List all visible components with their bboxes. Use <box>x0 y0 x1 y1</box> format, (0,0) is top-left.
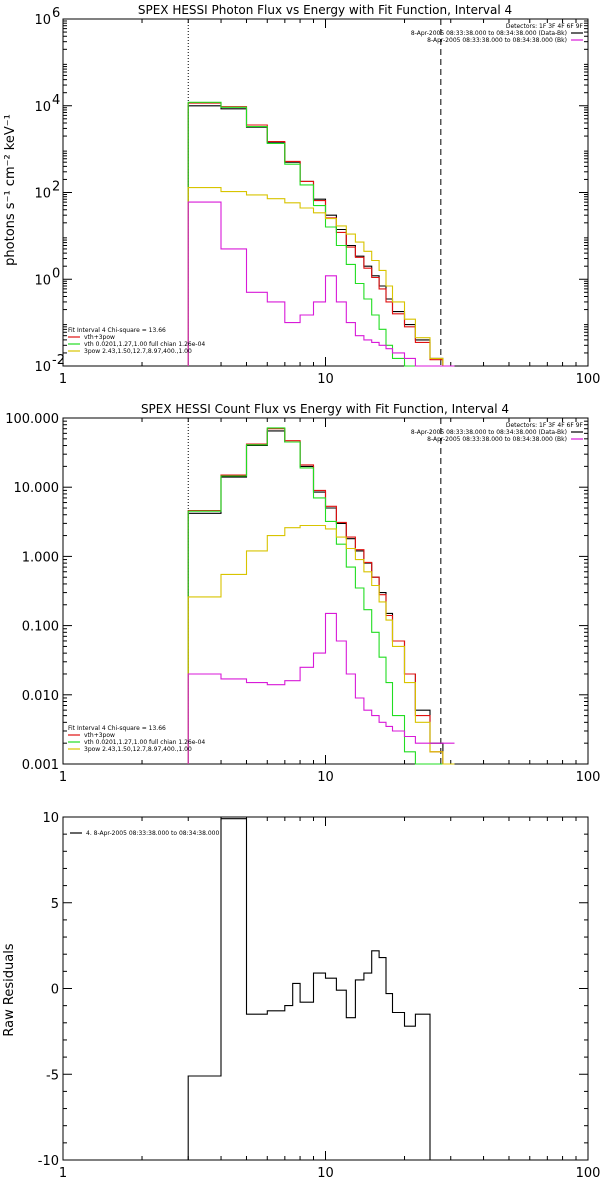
y-tick-exponent: 0 <box>52 266 60 281</box>
x-tick-label: 10 <box>317 1166 334 1181</box>
y-tick-label: 10.000 <box>14 481 60 496</box>
x-tick-label: 10 <box>317 770 334 785</box>
y-tick-label: 10 <box>34 273 51 288</box>
y-tick-exponent: 6 <box>52 6 60 21</box>
count-plot-frame <box>62 417 589 765</box>
y-tick-label: -10 <box>38 1154 59 1169</box>
x-tick-label: 10 <box>317 372 334 387</box>
y-tick-label: 0.100 <box>22 620 59 635</box>
series-vth <box>187 101 455 367</box>
series-vth-3pow <box>187 428 455 765</box>
count-flux-panel: SPEX HESSI Count Flux vs Energy with Fit… <box>5 402 600 785</box>
count-series-group <box>187 427 455 765</box>
x-tick-label: 1 <box>59 372 67 387</box>
photon-plot-frame <box>62 18 589 367</box>
y-tick-label: 10 <box>34 187 51 202</box>
photon-panel-title: SPEX HESSI Photon Flux vs Energy with Fi… <box>138 3 512 17</box>
legend-entry: 8-Apr-2005 08:33:38.000 to 08:34:38.000 … <box>427 37 567 44</box>
legend-entry: Fit Interval 4 Chi-square = 13.66 <box>68 725 166 732</box>
residuals-y-axis-label: Raw Residuals <box>2 943 17 1036</box>
photon-flux-panel: SPEX HESSI Photon Flux vs Energy with Fi… <box>3 3 600 387</box>
y-tick-label: -5 <box>46 1068 59 1083</box>
photon-y-axis-label: photons s⁻¹ cm⁻² keV⁻¹ <box>3 114 18 266</box>
count-vertical-markers <box>187 418 442 764</box>
y-tick-label: 5 <box>51 897 59 912</box>
x-tick-label: 100 <box>576 770 600 785</box>
x-tick-label: 1 <box>59 1166 67 1181</box>
series-bk <box>187 201 455 367</box>
count-legend-top-right: Detectors: 1F 3F 4F 6F 9F8-Apr-2005 08:3… <box>411 422 584 443</box>
legend-entry: 3pow 2.43,1.50,12.7,8.97,400.,1.00 <box>84 746 192 753</box>
y-tick-exponent: 2 <box>52 180 60 195</box>
photon-legend-bottom-left: Fit Interval 4 Chi-square = 13.66vth+3po… <box>68 327 205 355</box>
x-tick-label: 100 <box>576 1166 600 1181</box>
y-tick-label: 0.010 <box>22 689 59 704</box>
count-legend-bottom-left: Fit Interval 4 Chi-square = 13.66vth+3po… <box>68 725 205 753</box>
series-4-8-apr-2005-08-33-38-000-to-08-34-38-000 <box>187 818 443 1161</box>
legend-entry: vth+3pow <box>84 732 115 739</box>
legend-entry: 4. 8-Apr-2005 08:33:38.000 to 08:34:38.0… <box>86 830 219 837</box>
y-tick-label: 10 <box>34 13 51 28</box>
photon-series-group <box>187 101 455 367</box>
residuals-series-group <box>187 818 443 1161</box>
legend-entry: Detectors: 1F 3F 4F 6F 9F <box>506 422 584 429</box>
series-data-bk <box>187 430 455 765</box>
photon-vertical-markers <box>187 19 442 366</box>
series-vth <box>187 427 455 765</box>
residuals-plot-frame <box>62 816 589 1161</box>
series-3pow <box>187 524 455 765</box>
legend-entry: vth 0.0201,1.27,1.00 full chian 1.26e-04 <box>84 739 205 746</box>
y-tick-label: 100.000 <box>5 412 59 427</box>
y-tick-exponent: 4 <box>52 93 60 108</box>
y-tick-label: 10 <box>34 360 51 375</box>
residuals-legend: 4. 8-Apr-2005 08:33:38.000 to 08:34:38.0… <box>70 830 219 837</box>
legend-entry: vth 0.0201,1.27,1.00 full chian 1.26e-04 <box>84 341 205 348</box>
photon-legend-top-right: Detectors: 1F 3F 4F 6F 9F8-Apr-2005 08:3… <box>411 23 584 44</box>
legend-entry: 8-Apr-2005 08:33:38.000 to 08:34:38.000 … <box>411 429 567 436</box>
legend-entry: 3pow 2.43,1.50,12.7,8.97,400.,1.00 <box>84 348 192 355</box>
legend-entry: Fit Interval 4 Chi-square = 13.66 <box>68 327 166 334</box>
count-axis-ticks: 1 10 100 0.001 0.010 0.100 1.000 10.000 100.000 <box>5 412 600 785</box>
count-panel-title: SPEX HESSI Count Flux vs Energy with Fit… <box>141 402 509 416</box>
residuals-axis-ticks: 1 10 100 -10 -5 0 5 10 <box>38 811 600 1181</box>
residuals-panel: Raw Residuals 1 10 100 -10 -5 0 5 10 4. 8-Apr-2… <box>2 811 600 1181</box>
y-tick-label: 10 <box>34 100 51 115</box>
y-tick-label: 0.001 <box>22 758 59 773</box>
x-tick-label: 100 <box>576 372 600 387</box>
legend-entry: Detectors: 1F 3F 4F 6F 9F <box>506 23 584 30</box>
x-tick-label: 1 <box>59 770 67 785</box>
series-vth-3pow <box>187 102 455 367</box>
legend-entry: 8-Apr-2005 08:33:38.000 to 08:34:38.000 … <box>427 436 567 443</box>
legend-entry: vth+3pow <box>84 334 115 341</box>
y-tick-label: 1.000 <box>22 550 59 565</box>
y-tick-exponent: -2 <box>52 353 65 368</box>
series-3pow <box>187 187 455 367</box>
legend-entry: 8-Apr-2005 08:33:38.000 to 08:34:38.000 … <box>411 30 567 37</box>
y-tick-label: 10 <box>42 811 59 826</box>
y-tick-label: 0 <box>51 983 59 998</box>
series-bk <box>187 612 455 764</box>
